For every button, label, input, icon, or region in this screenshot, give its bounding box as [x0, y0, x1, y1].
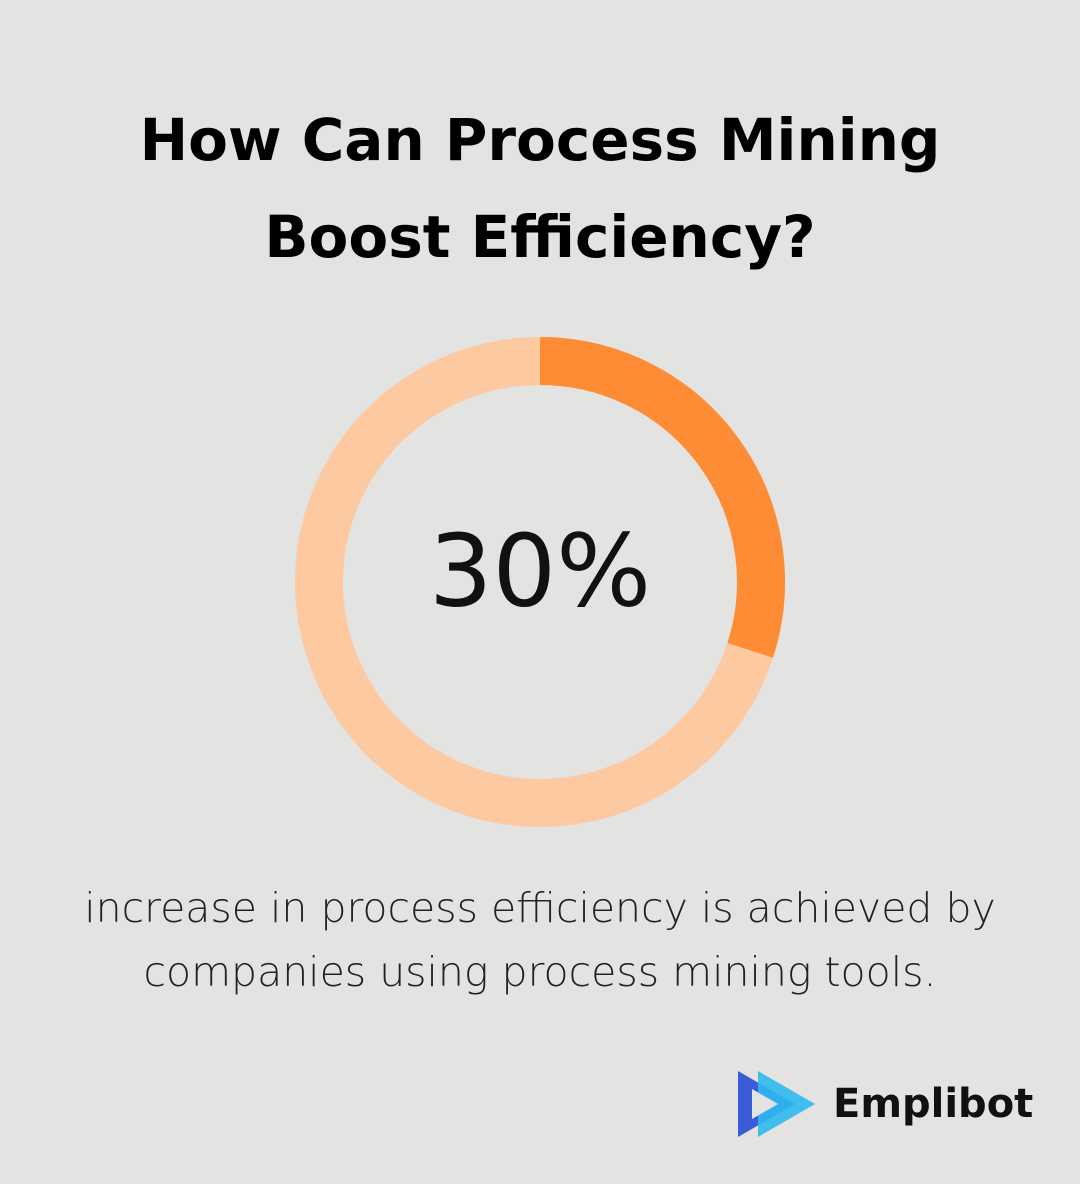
value-label: 30% — [429, 512, 651, 629]
brand-name: Emplibot — [833, 1081, 1033, 1127]
chart-title: How Can Process Mining Boost Efficiency? — [139, 106, 941, 271]
caption: increase in process efficiency is achiev… — [84, 884, 996, 996]
brand-logo — [738, 1071, 815, 1137]
donut-segment — [539, 337, 785, 658]
